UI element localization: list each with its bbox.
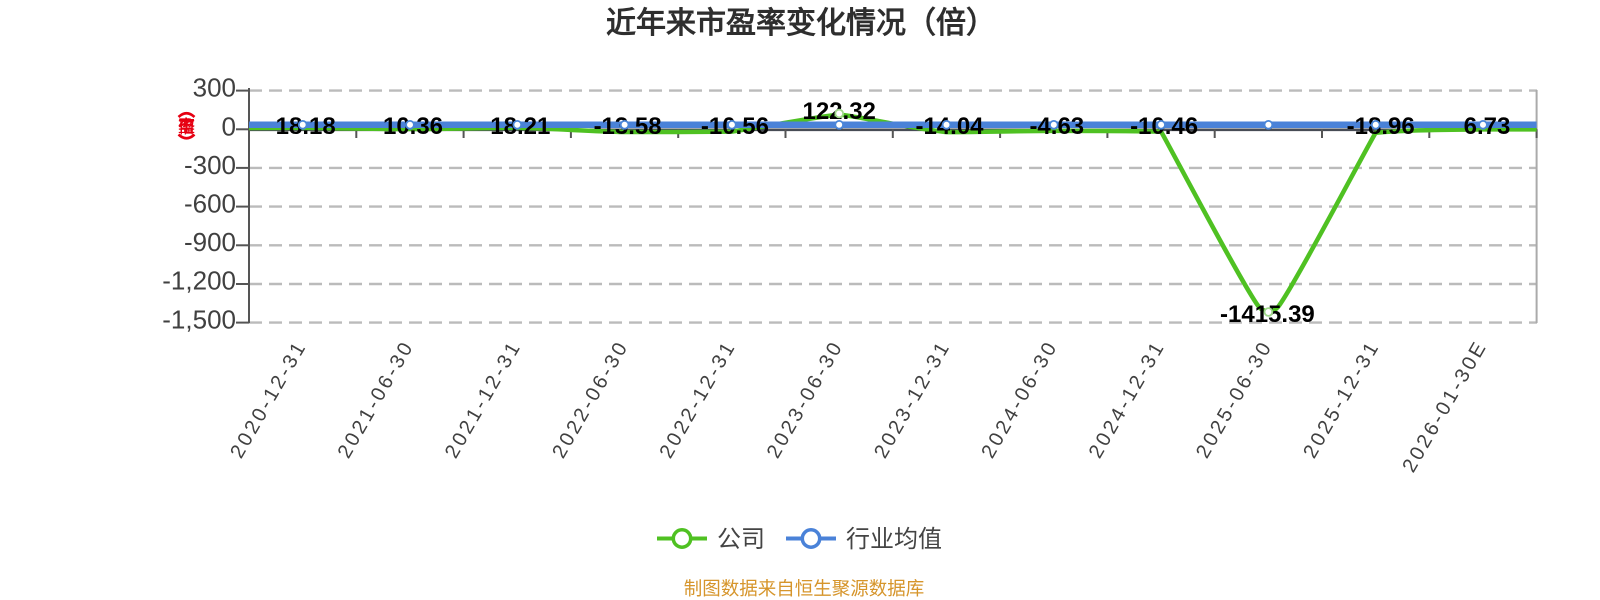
svg-text:2025-06-30: 2025-06-30 (1192, 337, 1277, 463)
svg-text:倍: 倍 (178, 118, 195, 137)
svg-text:2021-06-30: 2021-06-30 (334, 337, 419, 463)
svg-text:2022-06-30: 2022-06-30 (548, 337, 633, 463)
svg-text:2025-12-31: 2025-12-31 (1299, 337, 1384, 463)
svg-text:行业均值: 行业均值 (846, 526, 942, 553)
svg-text:近年来市盈率变化情况（倍）: 近年来市盈率变化情况（倍） (606, 6, 996, 40)
svg-text:2023-12-31: 2023-12-31 (870, 337, 955, 463)
svg-text:2022-12-31: 2022-12-31 (656, 337, 741, 463)
svg-text:2020-12-31: 2020-12-31 (226, 337, 311, 463)
svg-text:制图数据来自恒生聚源数据库: 制图数据来自恒生聚源数据库 (684, 578, 925, 599)
svg-text:-600: -600 (184, 189, 236, 219)
svg-text:率: 率 (178, 117, 195, 136)
svg-text:盈: 盈 (178, 117, 195, 136)
svg-text:300: 300 (193, 73, 236, 103)
svg-text:-1,500: -1,500 (162, 305, 236, 335)
svg-text:0: 0 (222, 112, 236, 142)
svg-text:2024-12-31: 2024-12-31 (1085, 337, 1170, 463)
svg-text:2024-06-30: 2024-06-30 (977, 337, 1062, 463)
svg-text:-300: -300 (184, 150, 236, 180)
svg-text:公司: 公司 (717, 526, 765, 553)
svg-text:2021-12-31: 2021-12-31 (441, 337, 526, 463)
svg-text:2026-01-30E: 2026-01-30E (1398, 337, 1491, 477)
svg-text:-900: -900 (184, 227, 236, 257)
svg-text:-18.96: -18.96 (1347, 113, 1415, 140)
svg-text:市: 市 (178, 117, 195, 136)
svg-text:2023-06-30: 2023-06-30 (763, 337, 848, 463)
svg-text:-1,200: -1,200 (162, 266, 236, 296)
